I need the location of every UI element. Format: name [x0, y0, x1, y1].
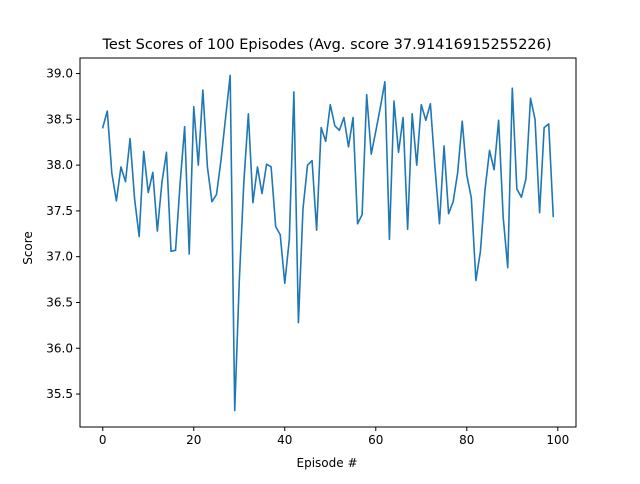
y-tick-label: 36.0	[46, 341, 73, 355]
y-tick-label: 38.0	[46, 158, 73, 172]
chart-title: Test Scores of 100 Episodes (Avg. score …	[101, 37, 551, 53]
y-tick-label: 37.5	[46, 204, 73, 218]
y-tick-label: 36.5	[46, 295, 73, 309]
y-tick-label: 37.0	[46, 250, 73, 264]
y-tick-label: 38.5	[46, 112, 73, 126]
y-tick-label: 35.5	[46, 387, 73, 401]
x-tick-label: 20	[186, 433, 201, 447]
x-tick-label: 0	[99, 433, 107, 447]
x-tick-label: 100	[546, 433, 569, 447]
x-axis-label: Episode #	[297, 456, 358, 470]
x-tick-label: 60	[368, 433, 383, 447]
x-tick-label: 40	[277, 433, 292, 447]
y-tick-label: 39.0	[46, 67, 73, 81]
x-tick-label: 80	[459, 433, 474, 447]
y-axis-label: Score	[21, 231, 35, 265]
